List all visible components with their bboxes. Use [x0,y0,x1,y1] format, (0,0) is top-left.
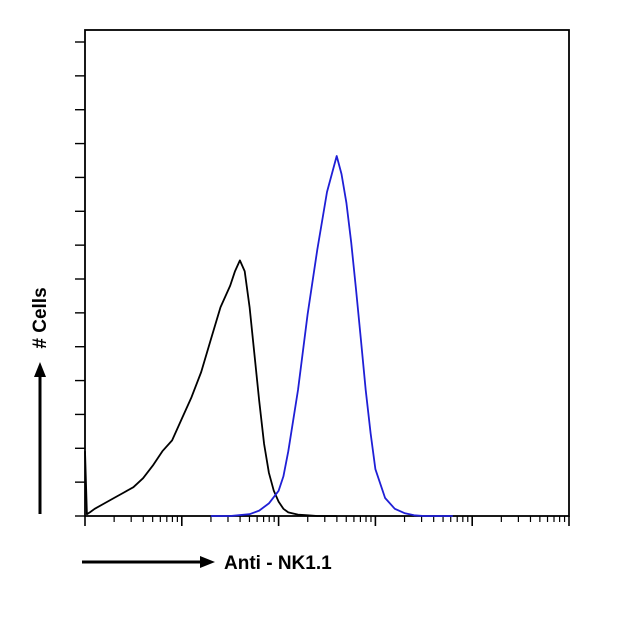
plot-frame [84,29,570,517]
control-histogram-line [84,259,337,517]
x-axis-label: Anti - NK1.1 [224,553,332,574]
stained-histogram-line [210,155,453,517]
y-axis-ticks [75,41,85,517]
y-axis-arrow [34,362,46,514]
x-axis-arrow [82,556,215,568]
histogram-curves [84,155,453,517]
y-axis-label: # Cells [30,287,51,348]
x-axis-ticks [84,516,570,526]
